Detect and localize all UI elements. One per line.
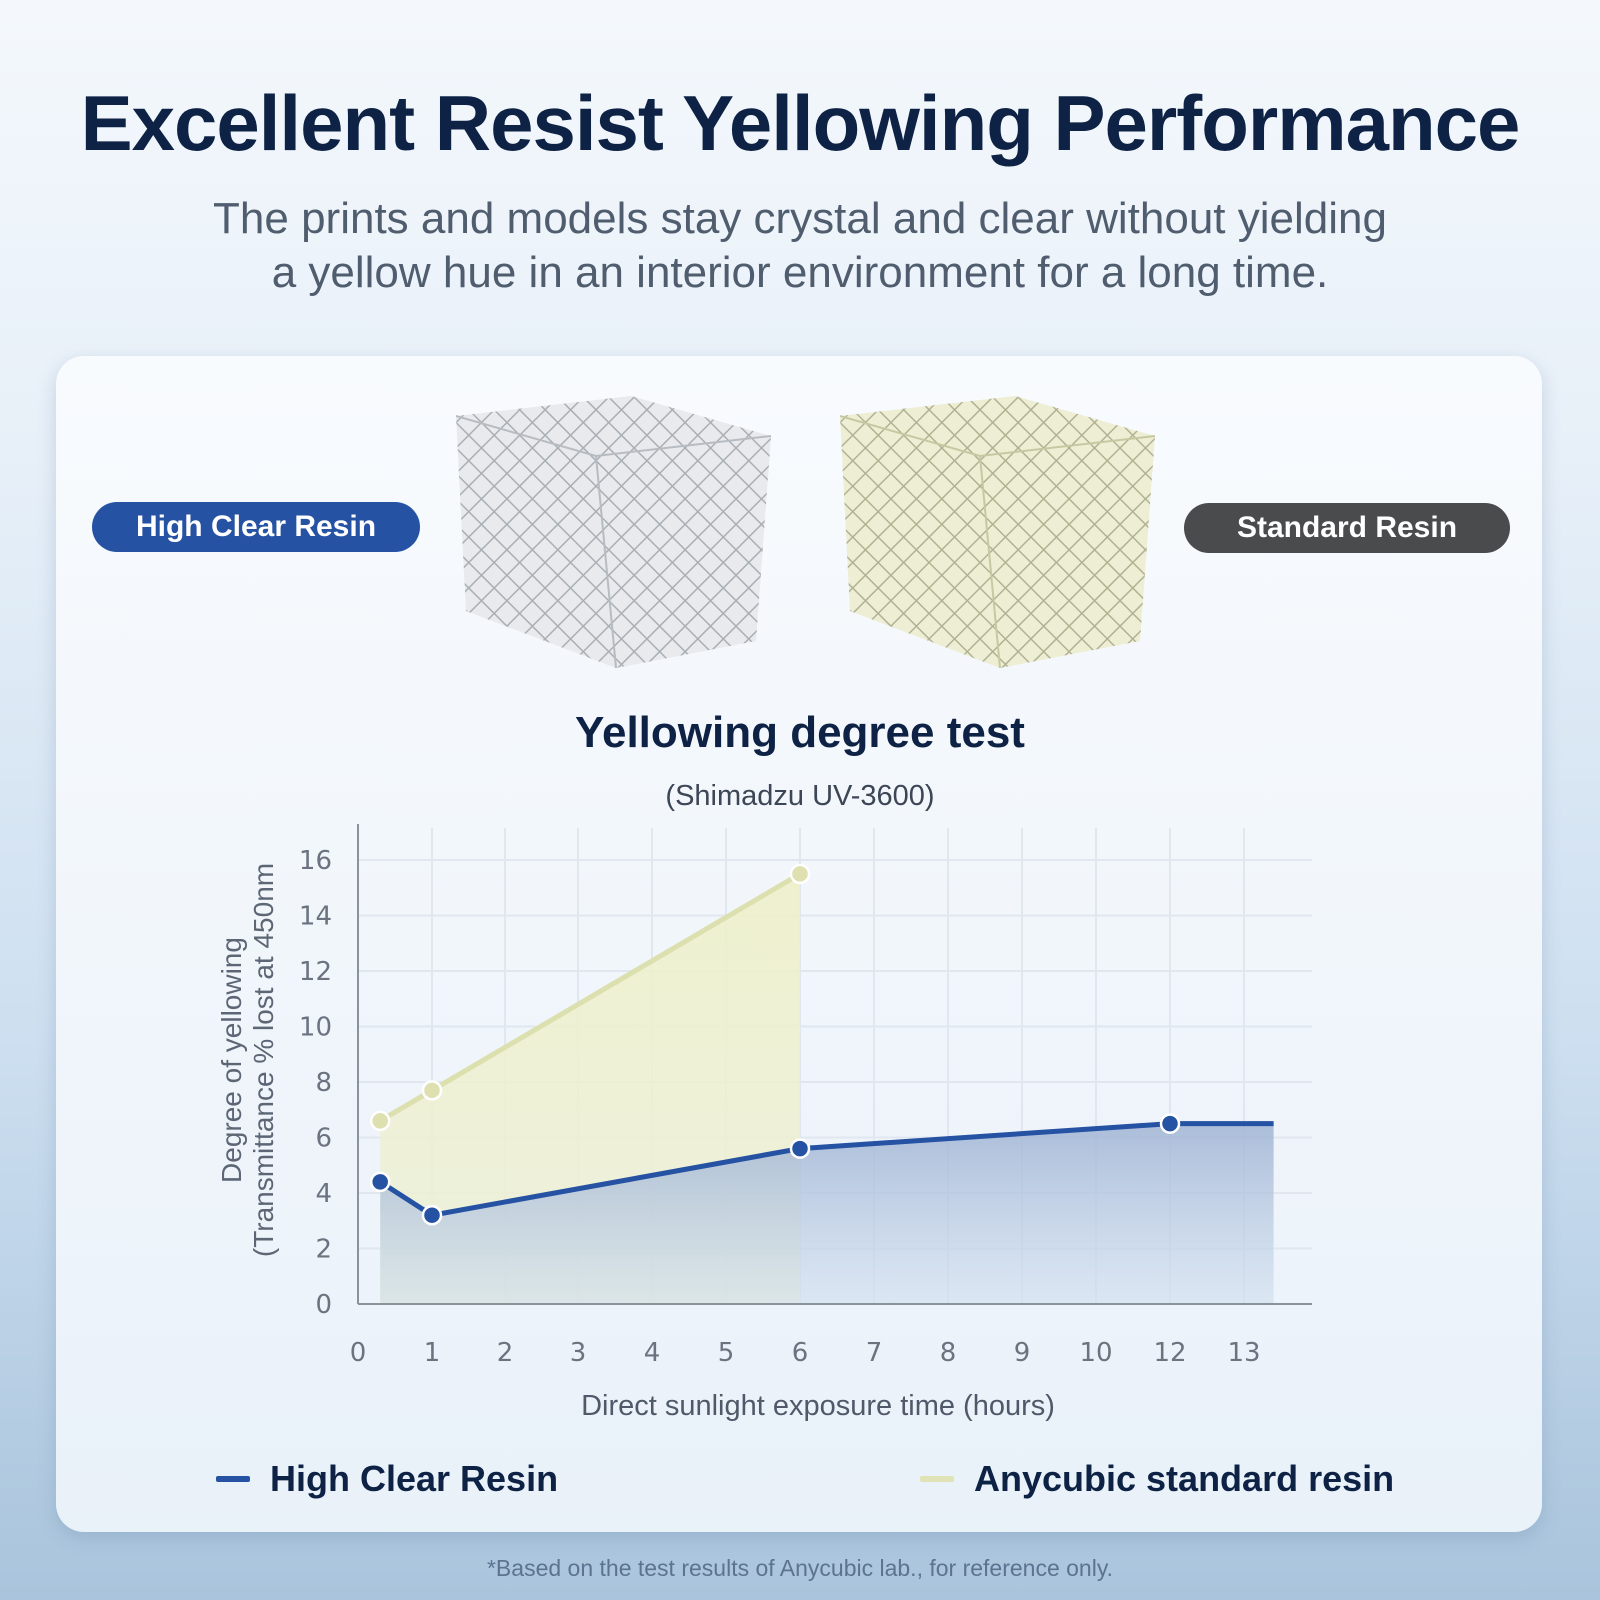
legend-item-standard: Anycubic standard resin <box>920 1458 1394 1500</box>
chart-subtitle: (Shimadzu UV-3600) <box>665 780 935 812</box>
x-tick-label: 5 <box>718 1338 735 1368</box>
legend-swatch-blue <box>216 1476 250 1482</box>
yellowed-lattice-cube-image <box>840 396 1156 669</box>
subtitle-line-1: The prints and models stay crystal and c… <box>213 194 1387 243</box>
x-tick-label: 2 <box>497 1338 514 1368</box>
high-clear-resin-area <box>380 1123 1274 1304</box>
chart-title: Yellowing degree test <box>575 708 1025 757</box>
legend-item-high-clear: High Clear Resin <box>216 1458 558 1500</box>
legend-swatch-yellow <box>920 1476 954 1482</box>
x-tick-label: 13 <box>1227 1338 1260 1368</box>
x-axis-label: Direct sunlight exposure time (hours) <box>581 1390 1055 1422</box>
x-tick-label: 10 <box>1079 1338 1112 1368</box>
subtitle-line-2: a yellow hue in an interior environment … <box>271 248 1329 297</box>
standard-resin-point <box>789 863 811 885</box>
standard-resin-point <box>421 1080 443 1101</box>
x-tick-label: 8 <box>940 1338 957 1368</box>
y-tick-label: 8 <box>315 1068 332 1098</box>
high-clear-resin-badge: High Clear Resin <box>92 502 420 552</box>
x-tick-label: 3 <box>570 1338 587 1368</box>
x-tick-label: 7 <box>866 1338 883 1368</box>
high-clear-resin-point <box>421 1204 443 1226</box>
y-tick-label: 14 <box>299 902 332 932</box>
high-clear-resin-point <box>1159 1113 1181 1134</box>
x-tick-label: 1 <box>424 1338 441 1368</box>
legend-label: High Clear Resin <box>270 1458 559 1499</box>
standard-resin-point <box>369 1110 391 1132</box>
page-title: Excellent Resist Yellowing Performance <box>80 79 1521 167</box>
x-tick-label: 4 <box>644 1338 661 1368</box>
page-subtitle: The prints and models stay crystal and c… <box>0 192 1600 300</box>
legend-label: Anycubic standard resin <box>974 1458 1395 1499</box>
high-clear-resin-point <box>369 1171 391 1193</box>
x-tick-label: 9 <box>1014 1338 1031 1368</box>
y-tick-label: 6 <box>315 1124 332 1154</box>
standard-resin-badge: Standard Resin <box>1184 503 1510 553</box>
y-tick-label: 2 <box>315 1235 332 1265</box>
x-tick-label: 12 <box>1153 1338 1186 1368</box>
clear-lattice-cube-image <box>456 396 772 669</box>
y-tick-label: 0 <box>315 1290 332 1320</box>
x-tick-label: 0 <box>350 1338 367 1368</box>
x-tick-label: 6 <box>792 1338 809 1368</box>
high-clear-resin-point <box>789 1138 811 1159</box>
y-tick-label: 12 <box>299 957 332 987</box>
footnote: *Based on the test results of Anycubic l… <box>486 1555 1114 1581</box>
y-tick-label: 4 <box>315 1179 332 1209</box>
y-tick-label: 16 <box>299 846 332 876</box>
y-tick-label: 10 <box>299 1013 332 1043</box>
